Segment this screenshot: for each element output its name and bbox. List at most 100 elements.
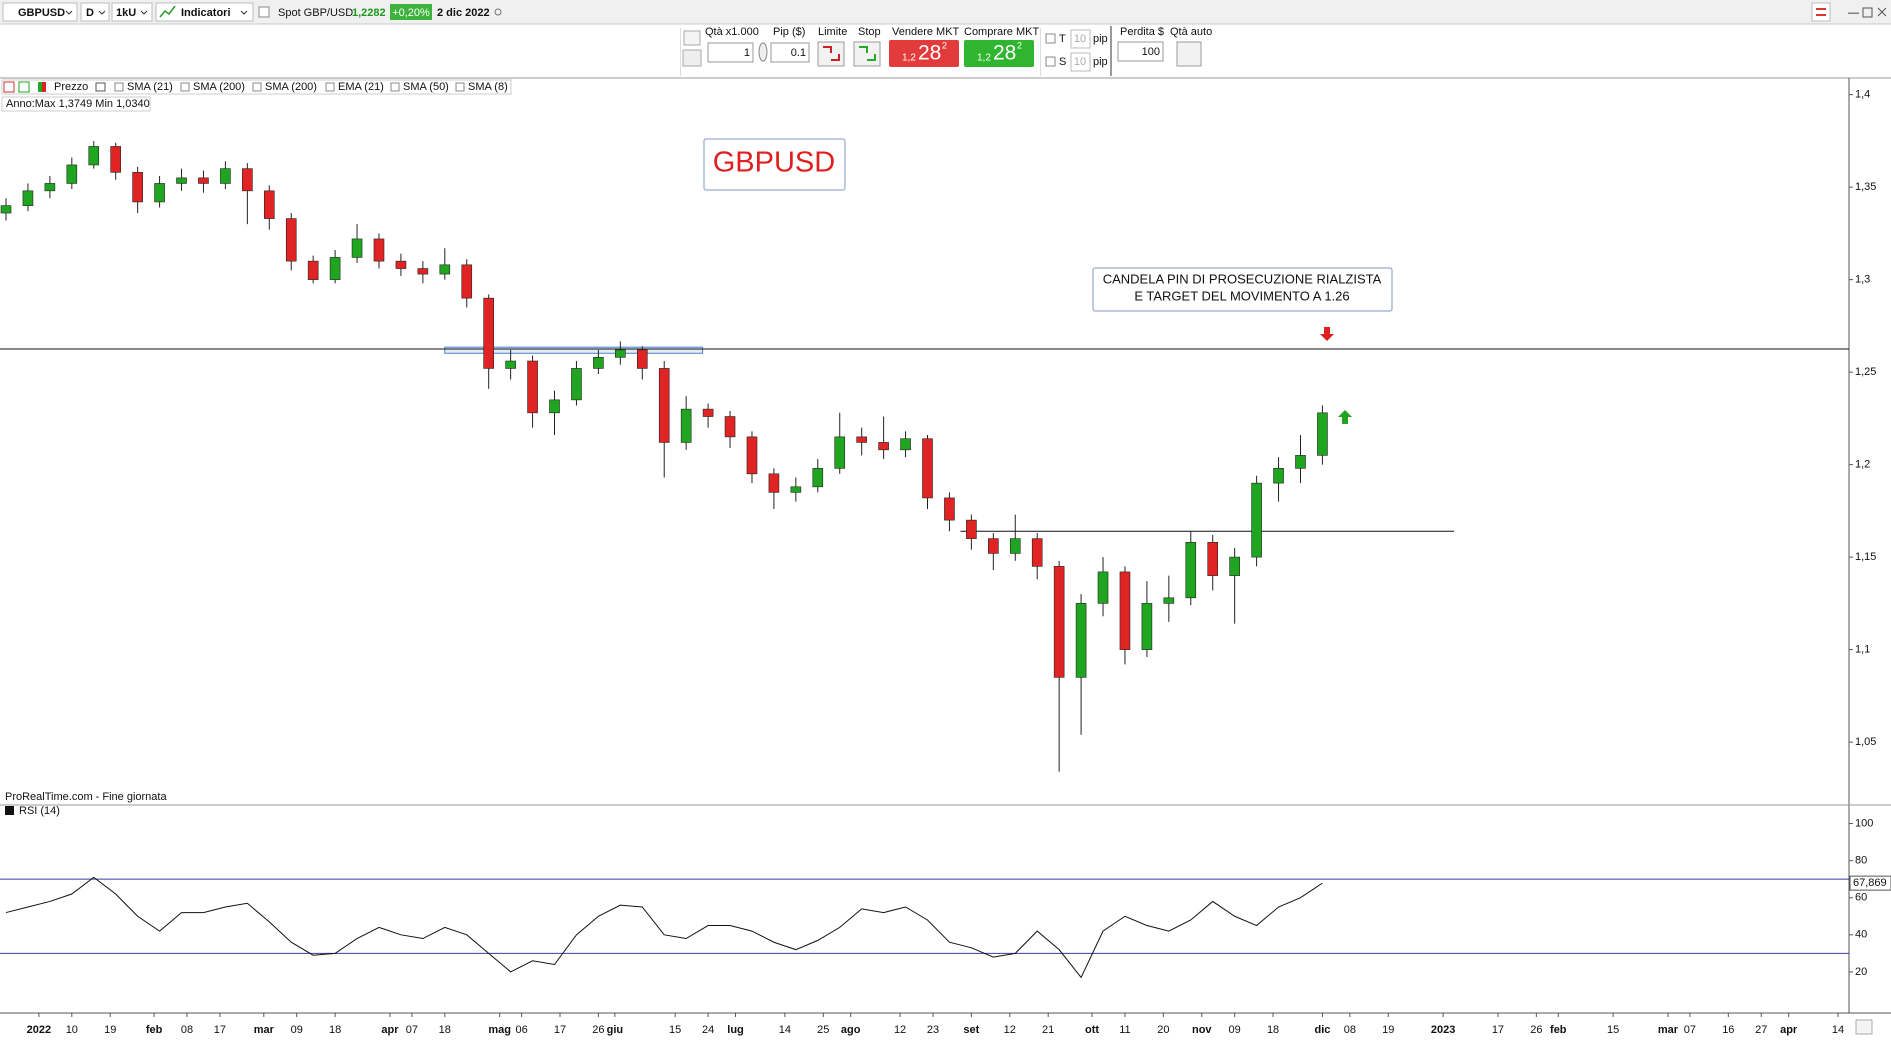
x-tick-label: 21 — [1042, 1024, 1054, 1036]
legend-checkbox — [390, 82, 400, 92]
candle-body — [636, 349, 648, 369]
sell-price-main: 28 — [918, 42, 941, 65]
x-tick-label: mar — [1658, 1024, 1679, 1036]
candle-body — [1163, 597, 1175, 604]
candle-body — [373, 238, 385, 262]
x-tick-label: lug — [727, 1024, 744, 1036]
legend-checkbox — [455, 82, 465, 92]
t-checkbox[interactable] — [1045, 33, 1056, 44]
auto-qty-button[interactable] — [1176, 41, 1202, 67]
title-box — [703, 138, 846, 191]
y-tick-label: 1,3 — [1855, 274, 1870, 286]
candle-body — [768, 473, 780, 493]
candle-body — [351, 238, 363, 258]
legend-entry: SMA (8) — [468, 81, 508, 93]
buy-price-main: 28 — [993, 42, 1016, 65]
s-unit: pip — [1093, 56, 1108, 68]
s-value: 10 — [1074, 56, 1086, 68]
down-arrow — [1320, 327, 1334, 341]
candle-body — [329, 257, 341, 280]
indicators: Indicatori — [181, 7, 231, 19]
t-unit: pip — [1093, 33, 1108, 45]
symbol-select[interactable] — [2, 2, 78, 22]
period-select[interactable] — [80, 2, 110, 22]
x-tick-label: ott — [1085, 1024, 1099, 1036]
candle-body — [1229, 556, 1240, 576]
limit-button[interactable] — [817, 41, 845, 67]
y-tick-label: 1,35 — [1855, 181, 1876, 193]
pip-input[interactable] — [770, 42, 810, 63]
y-tick-label: 1,25 — [1855, 366, 1876, 378]
x-tick-label: 12 — [1004, 1024, 1016, 1036]
sell-button[interactable] — [889, 40, 959, 67]
sync-button[interactable] — [1811, 2, 1831, 22]
candle-body — [483, 297, 494, 369]
indicators-button[interactable] — [155, 2, 254, 22]
candle-body — [307, 260, 319, 280]
range-label: Anno:Max 1,3749 Min 1,0340 — [6, 98, 150, 110]
restore[interactable] — [1862, 7, 1873, 18]
candle-body — [285, 218, 297, 262]
x-tick-label: giu — [607, 1024, 624, 1036]
annotation: CANDELA PIN DI PROSECUZIONE RIALZISTA — [1103, 271, 1382, 286]
s-checkbox[interactable] — [1045, 56, 1056, 67]
close[interactable] — [1877, 7, 1887, 17]
x-tick-label: 19 — [1382, 1024, 1394, 1036]
x-tick-label: 18 — [1267, 1024, 1279, 1036]
qty-input[interactable] — [707, 42, 754, 63]
candle-body — [549, 399, 560, 414]
x-tick-label: 18 — [329, 1024, 341, 1036]
x-tick-label: 15 — [1607, 1024, 1619, 1036]
candle-body — [1295, 455, 1306, 469]
legend-entry: SMA (21) — [127, 81, 173, 93]
sell-price-prefix: 1,2 — [902, 53, 916, 64]
x-tick-label: 23 — [927, 1024, 939, 1036]
annotation-box — [1092, 267, 1393, 312]
y-tick-label: 1,2 — [1855, 459, 1870, 471]
candle-body — [966, 519, 977, 539]
axis-button[interactable] — [1855, 1019, 1873, 1035]
rsi-tick-label: 80 — [1855, 855, 1867, 867]
stop-button[interactable] — [853, 41, 881, 67]
buy-label: Comprare MKT — [964, 26, 1039, 38]
legend-entry: SMA (50) — [403, 81, 449, 93]
candle-body — [1251, 482, 1262, 558]
loss-label: Perdita $ — [1120, 26, 1164, 38]
auto-qty-label: Qtà auto — [1170, 26, 1212, 38]
x-tick-label: ago — [841, 1024, 861, 1036]
candle-body — [724, 416, 736, 438]
candle-body — [110, 146, 122, 173]
candle-body — [878, 442, 889, 451]
t-value: 10 — [1074, 33, 1086, 45]
candle-body — [571, 368, 582, 401]
source: ProRealTime.com - Fine giornata — [5, 791, 167, 803]
candle-body — [198, 177, 209, 184]
minimize[interactable]: — — [1848, 7, 1859, 19]
candle-body — [1009, 538, 1021, 554]
candle-body — [856, 436, 867, 443]
x-tick-label: nov — [1192, 1024, 1212, 1036]
x-tick-label: 09 — [291, 1024, 303, 1036]
change: +0,20% — [392, 7, 430, 19]
candle-body — [944, 497, 955, 521]
x-tick-label: 2023 — [1431, 1024, 1455, 1036]
symbol: GBPUSD — [18, 7, 65, 19]
legend-checkbox — [180, 82, 190, 92]
spot-label: Spot GBP/USD — [278, 7, 353, 19]
x-tick-label: apr — [381, 1024, 399, 1036]
x-tick-label: 26 — [1530, 1024, 1542, 1036]
buy-button[interactable] — [964, 40, 1034, 67]
x-tick-label: 06 — [515, 1024, 527, 1036]
x-tick-label: 14 — [1832, 1024, 1844, 1036]
candle-body — [395, 260, 407, 269]
candle-body — [44, 183, 56, 192]
loss-input[interactable] — [1117, 41, 1164, 62]
loss: 100 — [1142, 46, 1160, 58]
units-select[interactable] — [111, 2, 153, 22]
candle-body — [242, 168, 253, 192]
legend-entry: EMA (21) — [338, 81, 384, 93]
candle-body — [22, 190, 34, 206]
candle-body — [263, 190, 275, 219]
candle-body — [176, 177, 187, 184]
